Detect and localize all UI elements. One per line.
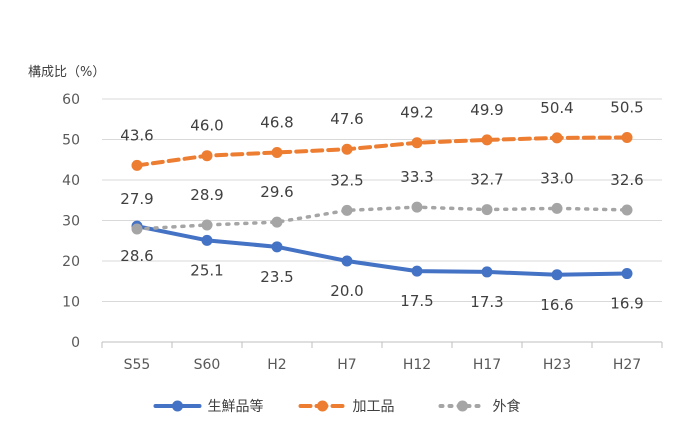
data-point-0-5 <box>481 266 493 278</box>
y-axis-label: 構成比（%） <box>28 65 105 80</box>
series-lines <box>131 131 633 281</box>
x-tick-label-H2: H2 <box>267 357 286 373</box>
data-label-1-2: 46.8 <box>260 113 293 131</box>
data-point-2-6 <box>551 202 563 214</box>
data-label-1-6: 50.4 <box>540 99 573 117</box>
data-point-2-2 <box>271 216 283 228</box>
data-point-2-1 <box>201 219 213 231</box>
legend-item-0: 生鮮品等 <box>153 398 264 415</box>
data-point-0-6 <box>551 269 563 281</box>
legend-swatch-marker <box>172 400 183 412</box>
data-point-1-5 <box>481 134 493 146</box>
data-label-1-4: 49.2 <box>400 104 433 122</box>
x-tick-label-H17: H17 <box>473 357 501 373</box>
series-line-1 <box>135 135 629 168</box>
data-point-0-3 <box>341 255 353 267</box>
data-label-2-1: 28.9 <box>190 186 223 204</box>
x-tick-label-S60: S60 <box>194 357 221 373</box>
legend: 生鮮品等 加工品 外食 <box>153 398 521 415</box>
data-point-2-0 <box>131 223 143 235</box>
series-line-0 <box>135 224 629 277</box>
data-label-2-2: 29.6 <box>260 183 293 201</box>
y-tick-label: 10 <box>62 295 80 311</box>
data-label-0-4: 17.5 <box>400 292 433 310</box>
data-label-1-0: 43.6 <box>120 126 153 144</box>
data-label-0-0: 28.6 <box>120 247 153 265</box>
x-tick-label-S55: S55 <box>124 357 151 373</box>
data-label-0-3: 20.0 <box>330 282 363 300</box>
data-point-1-0 <box>131 159 143 171</box>
legend-swatch-marker <box>457 400 468 412</box>
data-label-0-6: 16.6 <box>540 296 573 314</box>
data-label-0-2: 23.5 <box>260 268 293 286</box>
y-tick-label: 40 <box>62 173 80 189</box>
data-point-0-2 <box>271 241 283 253</box>
legend-item-2: 外食 <box>438 398 521 415</box>
legend-item-1: 加工品 <box>298 399 395 415</box>
data-point-0-1 <box>201 234 213 246</box>
data-label-2-5: 32.7 <box>470 171 503 189</box>
y-tick-label: 0 <box>71 335 80 351</box>
data-label-0-5: 17.3 <box>470 293 503 311</box>
data-point-1-3 <box>341 143 353 155</box>
x-tick-label-H12: H12 <box>403 357 431 373</box>
y-tick-label: 30 <box>62 214 80 230</box>
data-point-0-7 <box>621 268 633 280</box>
data-label-2-0: 27.9 <box>120 190 153 208</box>
data-point-2-7 <box>621 204 633 216</box>
legend-label: 生鮮品等 <box>208 398 264 415</box>
data-label-2-6: 33.0 <box>540 169 573 187</box>
y-tick-label: 20 <box>62 254 80 270</box>
y-tick-label: 60 <box>62 92 80 108</box>
data-point-1-1 <box>201 150 213 162</box>
data-label-2-4: 33.3 <box>400 168 433 186</box>
data-label-0-7: 16.9 <box>610 295 643 313</box>
data-point-1-2 <box>271 146 283 158</box>
data-label-2-7: 32.6 <box>610 171 643 189</box>
series-line-2 <box>135 205 629 231</box>
legend-label: 外食 <box>493 398 521 415</box>
data-label-1-5: 49.9 <box>470 101 503 119</box>
data-label-1-3: 47.6 <box>330 110 363 128</box>
data-point-1-7 <box>621 131 633 143</box>
data-point-2-3 <box>341 204 353 216</box>
x-tick-label-H7: H7 <box>337 357 356 373</box>
data-label-2-3: 32.5 <box>330 171 363 189</box>
y-tick-labels: 0 10 20 30 40 50 60 <box>62 92 80 351</box>
data-point-2-5 <box>481 204 493 216</box>
data-label-1-1: 46.0 <box>190 117 223 135</box>
legend-swatch-marker <box>317 400 328 412</box>
gridlines <box>102 98 662 302</box>
data-point-1-4 <box>411 137 423 149</box>
x-tick-label-H23: H23 <box>543 357 571 373</box>
legend-label: 加工品 <box>353 399 395 415</box>
data-point-0-4 <box>411 265 423 277</box>
x-tick-labels: S55 S60 H2 H7 H12 H17 H23 H27 <box>124 357 642 373</box>
y-tick-label: 50 <box>62 133 80 149</box>
data-point-1-6 <box>551 132 563 144</box>
x-tick-label-H27: H27 <box>613 357 641 373</box>
data-labels: 28.6 25.1 23.5 20.0 17.5 17.3 16.6 16.9 43.6 46.0… <box>120 98 643 313</box>
data-label-1-7: 50.5 <box>610 98 643 116</box>
axes <box>101 341 663 348</box>
data-label-0-1: 25.1 <box>190 261 223 279</box>
data-point-2-4 <box>411 201 423 213</box>
